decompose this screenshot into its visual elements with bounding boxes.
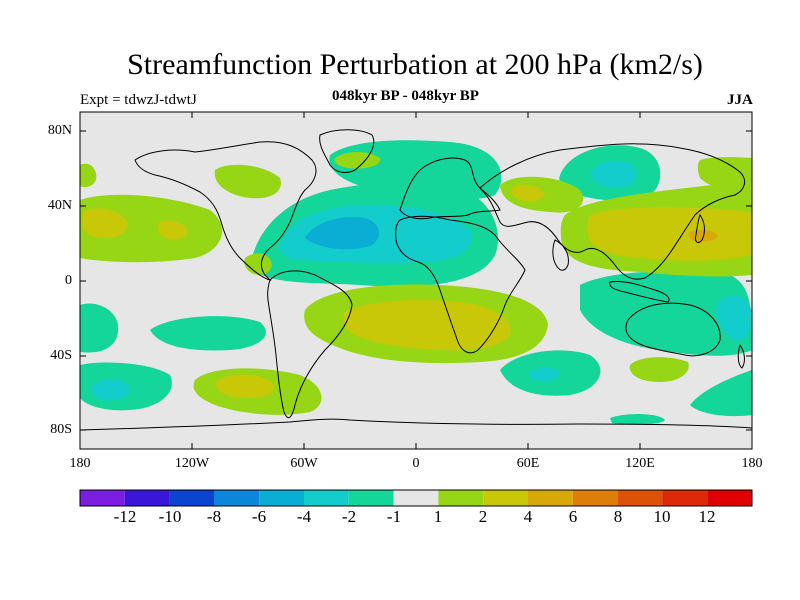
contour-neg2-siberia (590, 160, 637, 188)
coast-japan (695, 213, 705, 243)
colorbar-label: -10 (158, 507, 182, 526)
colorbar-box-7 (393, 490, 439, 506)
coast-africa (395, 215, 526, 354)
colorbar-box-0 (80, 490, 125, 506)
colorbar-box-1 (124, 490, 170, 506)
contour-neg-far-south (610, 414, 665, 425)
contour-neg2-southwest (91, 379, 130, 401)
coast-south-america (267, 270, 353, 419)
coast-greenland (319, 129, 375, 173)
lon-label-0: 0 (412, 456, 420, 471)
lon-label-180e: 180 (741, 456, 763, 471)
coast-new-zealand (737, 343, 745, 369)
colorbar-box-12 (617, 490, 663, 506)
axis-ticks (80, 112, 752, 449)
colorbar-label: -2 (341, 507, 357, 526)
colorbar-label: 10 (653, 507, 671, 526)
coast-north-america (134, 141, 317, 281)
lon-label-60w: 60W (290, 456, 318, 471)
colorbar-label: -1 (386, 507, 402, 526)
colorbar-label: -4 (296, 507, 312, 526)
colorbar-box-10 (528, 490, 573, 506)
colorbar-box-3 (214, 490, 260, 506)
colorbar-box-4 (259, 490, 304, 506)
lat-label-40n: 40N (47, 198, 72, 213)
coastlines (80, 129, 752, 431)
experiment-label: Expt = tdwzJ-tdwtJ (80, 92, 197, 108)
contour-pos-central-america (244, 253, 272, 276)
colorbar-label: 8 (613, 507, 623, 526)
colorbar-box-5 (304, 490, 349, 506)
season-label: JJA (727, 92, 753, 108)
colorbar-box-11 (572, 490, 618, 506)
contour-pos-alaska (214, 164, 281, 199)
lon-label-120e: 120E (625, 456, 655, 471)
contour-neg-south-pacific (150, 316, 266, 351)
colorbar-label: 2 (478, 507, 488, 526)
contour-pos-south-indian-east (629, 357, 689, 382)
contour-neg-south-east (690, 370, 752, 417)
colorbar-label: 6 (568, 507, 578, 526)
contour-neg2-australia (716, 295, 752, 341)
colorbar (80, 490, 752, 506)
coast-europe (399, 157, 501, 220)
colorbar-label: -8 (206, 507, 222, 526)
contour-neg4-atlantic (305, 217, 380, 250)
coast-india (552, 239, 569, 271)
coast-indonesia (609, 281, 670, 303)
colorbar-label: 12 (698, 507, 716, 526)
colorbar-frame (79, 489, 753, 507)
lat-label-80s: 80S (50, 422, 72, 437)
lat-label-0: 0 (65, 273, 72, 288)
contour-neg-south-pacific-west (80, 303, 119, 353)
period-label: 048kyr BP - 048kyr BP (332, 88, 479, 104)
colorbar-box-13 (662, 490, 708, 506)
colorbar-label: -12 (113, 507, 137, 526)
lat-label-80n: 80N (47, 123, 72, 138)
contour-fields (80, 140, 752, 425)
colorbar-box-2 (169, 490, 215, 506)
contour-pos-west-edge (80, 163, 97, 188)
colorbar-label: 4 (523, 507, 533, 526)
colorbar-label: -6 (251, 507, 267, 526)
lon-label-180w: 180 (69, 456, 91, 471)
chart-title: Streamfunction Perturbation at 200 hPa (… (127, 48, 703, 81)
contour-pos-east-edge (697, 157, 752, 191)
colorbar-box-8 (438, 490, 484, 506)
lat-label-40s: 40S (50, 348, 72, 363)
contour-pos2-central-asia (511, 184, 545, 202)
contour-pos2-south-pacific-east (215, 374, 274, 398)
colorbar-box-14 (707, 490, 752, 506)
lon-label-120w: 120W (174, 456, 210, 471)
colorbar-label: 1 (433, 507, 443, 526)
contour-pos2-east-asia (587, 207, 752, 261)
coast-antarctica (80, 418, 752, 431)
contour-neg2-south-indian (529, 367, 560, 382)
coast-australia (625, 302, 721, 357)
contour-pos-north-pacific (80, 194, 222, 263)
contour-pos2-south-atlantic (343, 300, 511, 351)
lon-label-60e: 60E (516, 456, 540, 471)
colorbar-box-9 (483, 490, 528, 506)
coast-asia (479, 143, 746, 280)
colorbar-box-6 (348, 490, 394, 506)
contour-pos2-north-pacific-b (157, 220, 188, 240)
contour-neg-australia (580, 271, 752, 356)
contour-pos2-north-pacific (82, 208, 128, 238)
